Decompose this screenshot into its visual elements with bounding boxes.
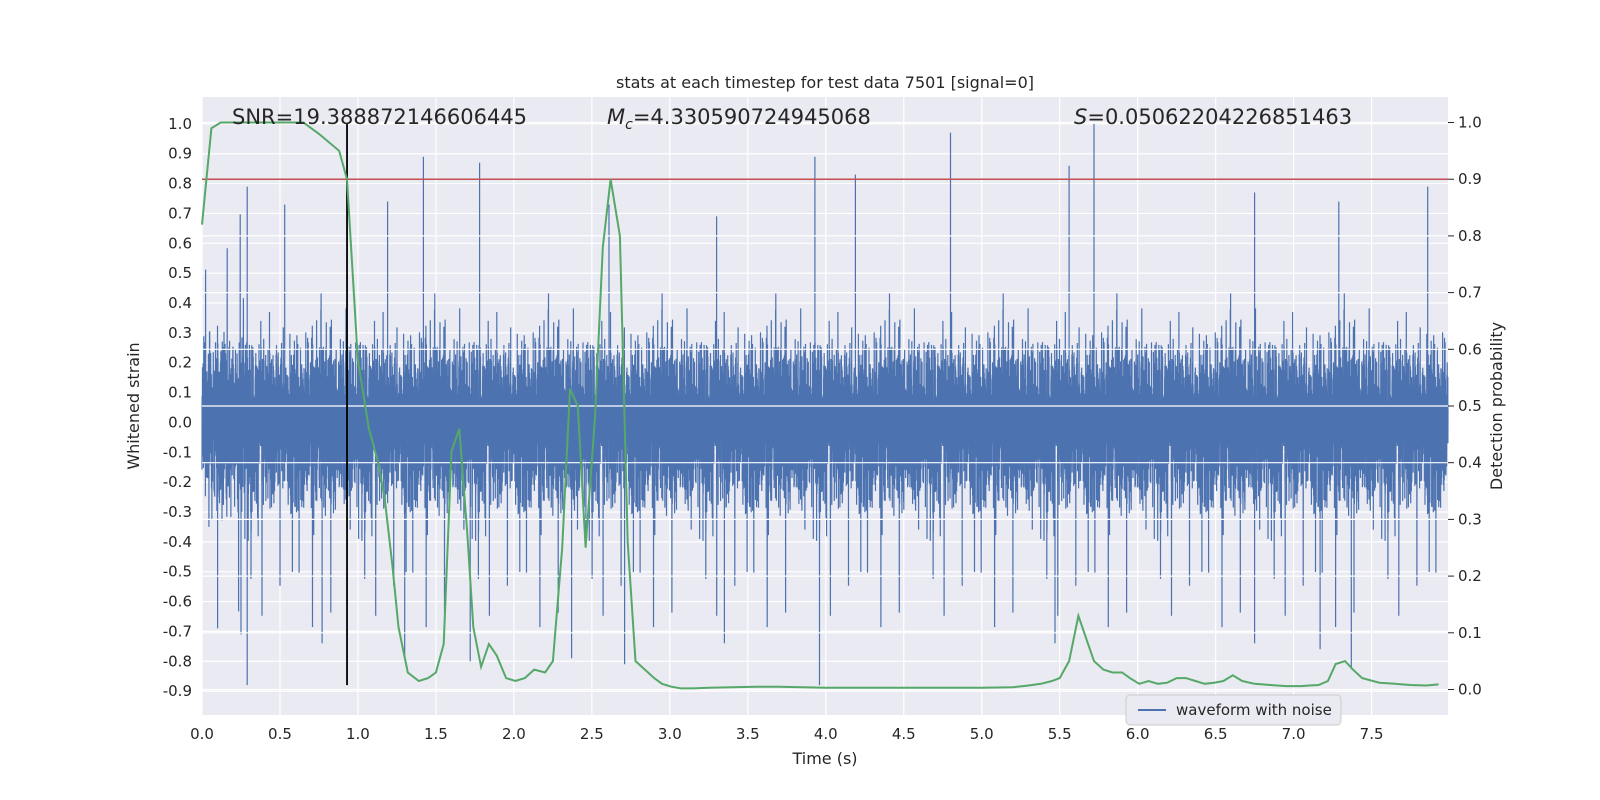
chirp-mass-annotation: Mc=4.330590724945068 (607, 105, 871, 133)
y-tick-right-2: 0.8 (1458, 227, 1482, 245)
waveform-with-noise-series (201, 123, 1449, 686)
x-tick-8: 4.0 (814, 725, 838, 743)
x-tick-13: 6.5 (1204, 725, 1228, 743)
y-tick-left-8: 0.2 (168, 354, 192, 372)
y-tick-left-18: -0.8 (163, 652, 192, 670)
y-tick-left-9: 0.1 (168, 384, 192, 402)
s-annotation: S=0.05062204226851463 (1074, 105, 1352, 129)
y-tick-right-8: 0.2 (1458, 567, 1482, 585)
x-tick-6: 3.0 (658, 725, 682, 743)
y-tick-left-15: -0.5 (163, 563, 192, 581)
y-axis-label-left: Whitened strain (124, 342, 143, 469)
chirp-mass-subscript: c (625, 117, 633, 133)
x-tick-1: 0.5 (268, 725, 292, 743)
detection-probability-series (201, 121, 1439, 690)
y-tick-left-19: -0.9 (163, 682, 192, 700)
y-tick-right-0: 1.0 (1458, 114, 1482, 132)
x-tick-5: 2.5 (580, 725, 604, 743)
y-tick-right-6: 0.4 (1458, 454, 1482, 472)
y-tick-right-10: 0.0 (1458, 680, 1482, 698)
chirp-mass-symbol: M (607, 105, 625, 129)
y-tick-left-7: 0.3 (168, 324, 192, 342)
grid-right (202, 121, 1448, 691)
x-tick-12: 6.0 (1126, 725, 1150, 743)
x-tick-2: 1.0 (346, 725, 370, 743)
y-tick-left-1: 0.9 (168, 145, 192, 163)
x-tick-14: 7.0 (1282, 725, 1306, 743)
y-tick-right-3: 0.7 (1458, 284, 1482, 302)
y-tick-left-0: 1.0 (168, 115, 192, 133)
s-value: =0.05062204226851463 (1087, 105, 1352, 129)
y-tick-left-3: 0.7 (168, 204, 192, 222)
y-ticks-left: 1.0 0.9 0.8 0.7 0.6 0.5 0.4 0.3 0.2 0.1 0.0 -0.1 -0.… (163, 115, 192, 700)
x-tick-3: 1.5 (424, 725, 448, 743)
y-tick-left-6: 0.4 (168, 294, 192, 312)
y-tick-left-12: -0.2 (163, 473, 192, 491)
y-tick-right-5: 0.5 (1458, 397, 1482, 415)
x-ticks: 0.0 0.5 1.0 1.5 2.0 2.5 3.0 3.5 4.0 4.5 5.0 5.5 6.0 6… (190, 725, 1383, 743)
x-tick-0: 0.0 (190, 725, 214, 743)
y-tick-left-17: -0.7 (163, 622, 192, 640)
y-axis-label-right: Detection probability (1487, 322, 1506, 490)
x-tick-7: 3.5 (736, 725, 760, 743)
chirp-mass-value: =4.330590724945068 (633, 105, 871, 129)
chart-title: stats at each timestep for test data 750… (616, 73, 1034, 92)
y-tick-left-4: 0.6 (168, 234, 192, 252)
x-tick-10: 5.0 (970, 725, 994, 743)
y-tick-left-16: -0.6 (163, 593, 192, 611)
s-symbol: S (1074, 105, 1087, 129)
y-tick-left-5: 0.5 (168, 264, 192, 282)
y-tick-left-2: 0.8 (168, 175, 192, 193)
y-tick-left-14: -0.4 (163, 533, 192, 551)
snr-annotation: SNR=19.388872146606445 (232, 105, 527, 129)
legend: waveform with noise (1125, 694, 1342, 726)
y-tick-right-1: 0.9 (1458, 170, 1482, 188)
legend-label-waveform: waveform with noise (1176, 701, 1332, 719)
y-ticks-right: 1.0 0.9 0.8 0.7 0.6 0.5 0.4 0.3 0.2 0.1 0.0 (1448, 114, 1482, 698)
y-tick-right-4: 0.6 (1458, 340, 1482, 358)
y-tick-left-10: 0.0 (168, 413, 192, 431)
x-tick-11: 5.5 (1048, 725, 1072, 743)
y-tick-left-11: -0.1 (163, 443, 192, 461)
x-axis-label: Time (s) (791, 749, 857, 768)
legend-box (1125, 694, 1342, 726)
x-tick-9: 4.5 (892, 725, 916, 743)
x-tick-4: 2.0 (502, 725, 526, 743)
x-tick-15: 7.5 (1360, 725, 1384, 743)
y-tick-right-7: 0.3 (1458, 510, 1482, 528)
y-tick-left-13: -0.3 (163, 503, 192, 521)
y-tick-right-9: 0.1 (1458, 624, 1482, 642)
